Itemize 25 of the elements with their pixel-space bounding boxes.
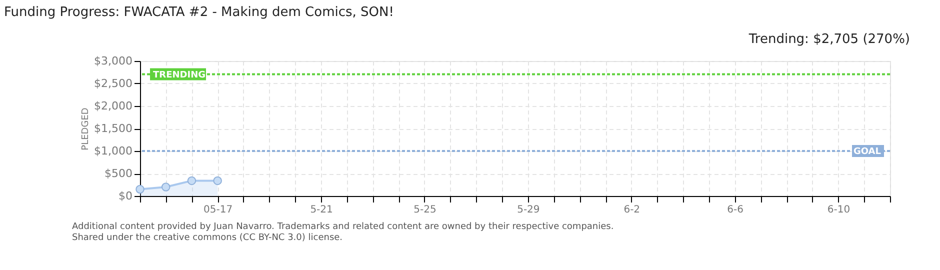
point [187,176,196,186]
y-tick-label: $1,500 [94,122,132,135]
y-tick-label: $2,500 [94,77,132,90]
x-tick-label: 6-10 [827,204,850,216]
chart-title: Funding Progress: FWACATA #2 - Making dem Comics, SON! [4,5,394,20]
ref-line-label: TRENDING [153,70,206,80]
x-tick-label: 05-17 [204,204,233,216]
x-tick-label: 5-21 [310,204,333,216]
x-tick-label: 6-2 [624,204,640,216]
point [161,182,170,192]
text: Additional content provided by Juan Navarro. Trademarks and related content are owned by their respective companies. [72,222,614,232]
point [136,184,144,194]
y-tick-label: $2,000 [94,100,132,112]
y-tick-label: $1,000 [94,144,132,158]
x-tick-label: 5-29 [517,204,540,216]
x-tick-label: 6-6 [727,204,744,216]
point [213,176,222,186]
x-tick-label: 5-25 [414,204,436,216]
text: Shared under the creative commons (CC BY-NC 3.0) license. [72,233,343,243]
ref-line-label: GOAL [854,147,882,157]
y-tick-label: $500 [104,167,132,180]
y-tick-label: $0 [118,190,132,202]
y-tick-label: $3,000 [94,54,132,68]
y-axis-title: PLEDGED [81,108,92,150]
chart-subtitle: Trending: $2,705 (270%) [748,32,910,47]
